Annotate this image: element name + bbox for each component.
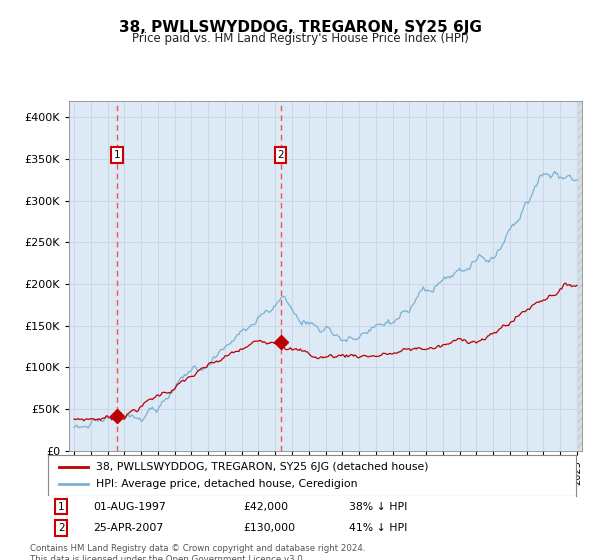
Text: 38, PWLLSWYDDOG, TREGARON, SY25 6JG (detached house): 38, PWLLSWYDDOG, TREGARON, SY25 6JG (det…	[95, 461, 428, 472]
Text: £42,000: £42,000	[244, 502, 289, 512]
Text: 01-AUG-1997: 01-AUG-1997	[93, 502, 166, 512]
Text: 38, PWLLSWYDDOG, TREGARON, SY25 6JG: 38, PWLLSWYDDOG, TREGARON, SY25 6JG	[119, 20, 481, 35]
Text: £130,000: £130,000	[244, 523, 295, 533]
Text: 38% ↓ HPI: 38% ↓ HPI	[349, 502, 407, 512]
Text: 25-APR-2007: 25-APR-2007	[93, 523, 163, 533]
Text: 2: 2	[277, 150, 284, 160]
Text: 41% ↓ HPI: 41% ↓ HPI	[349, 523, 407, 533]
Text: HPI: Average price, detached house, Ceredigion: HPI: Average price, detached house, Cere…	[95, 479, 357, 489]
Bar	[577, 101, 582, 451]
Text: 2: 2	[58, 523, 65, 533]
Text: 1: 1	[58, 502, 65, 512]
Text: Price paid vs. HM Land Registry's House Price Index (HPI): Price paid vs. HM Land Registry's House …	[131, 32, 469, 45]
Text: Contains HM Land Registry data © Crown copyright and database right 2024.
This d: Contains HM Land Registry data © Crown c…	[30, 544, 365, 560]
Text: 1: 1	[114, 150, 121, 160]
